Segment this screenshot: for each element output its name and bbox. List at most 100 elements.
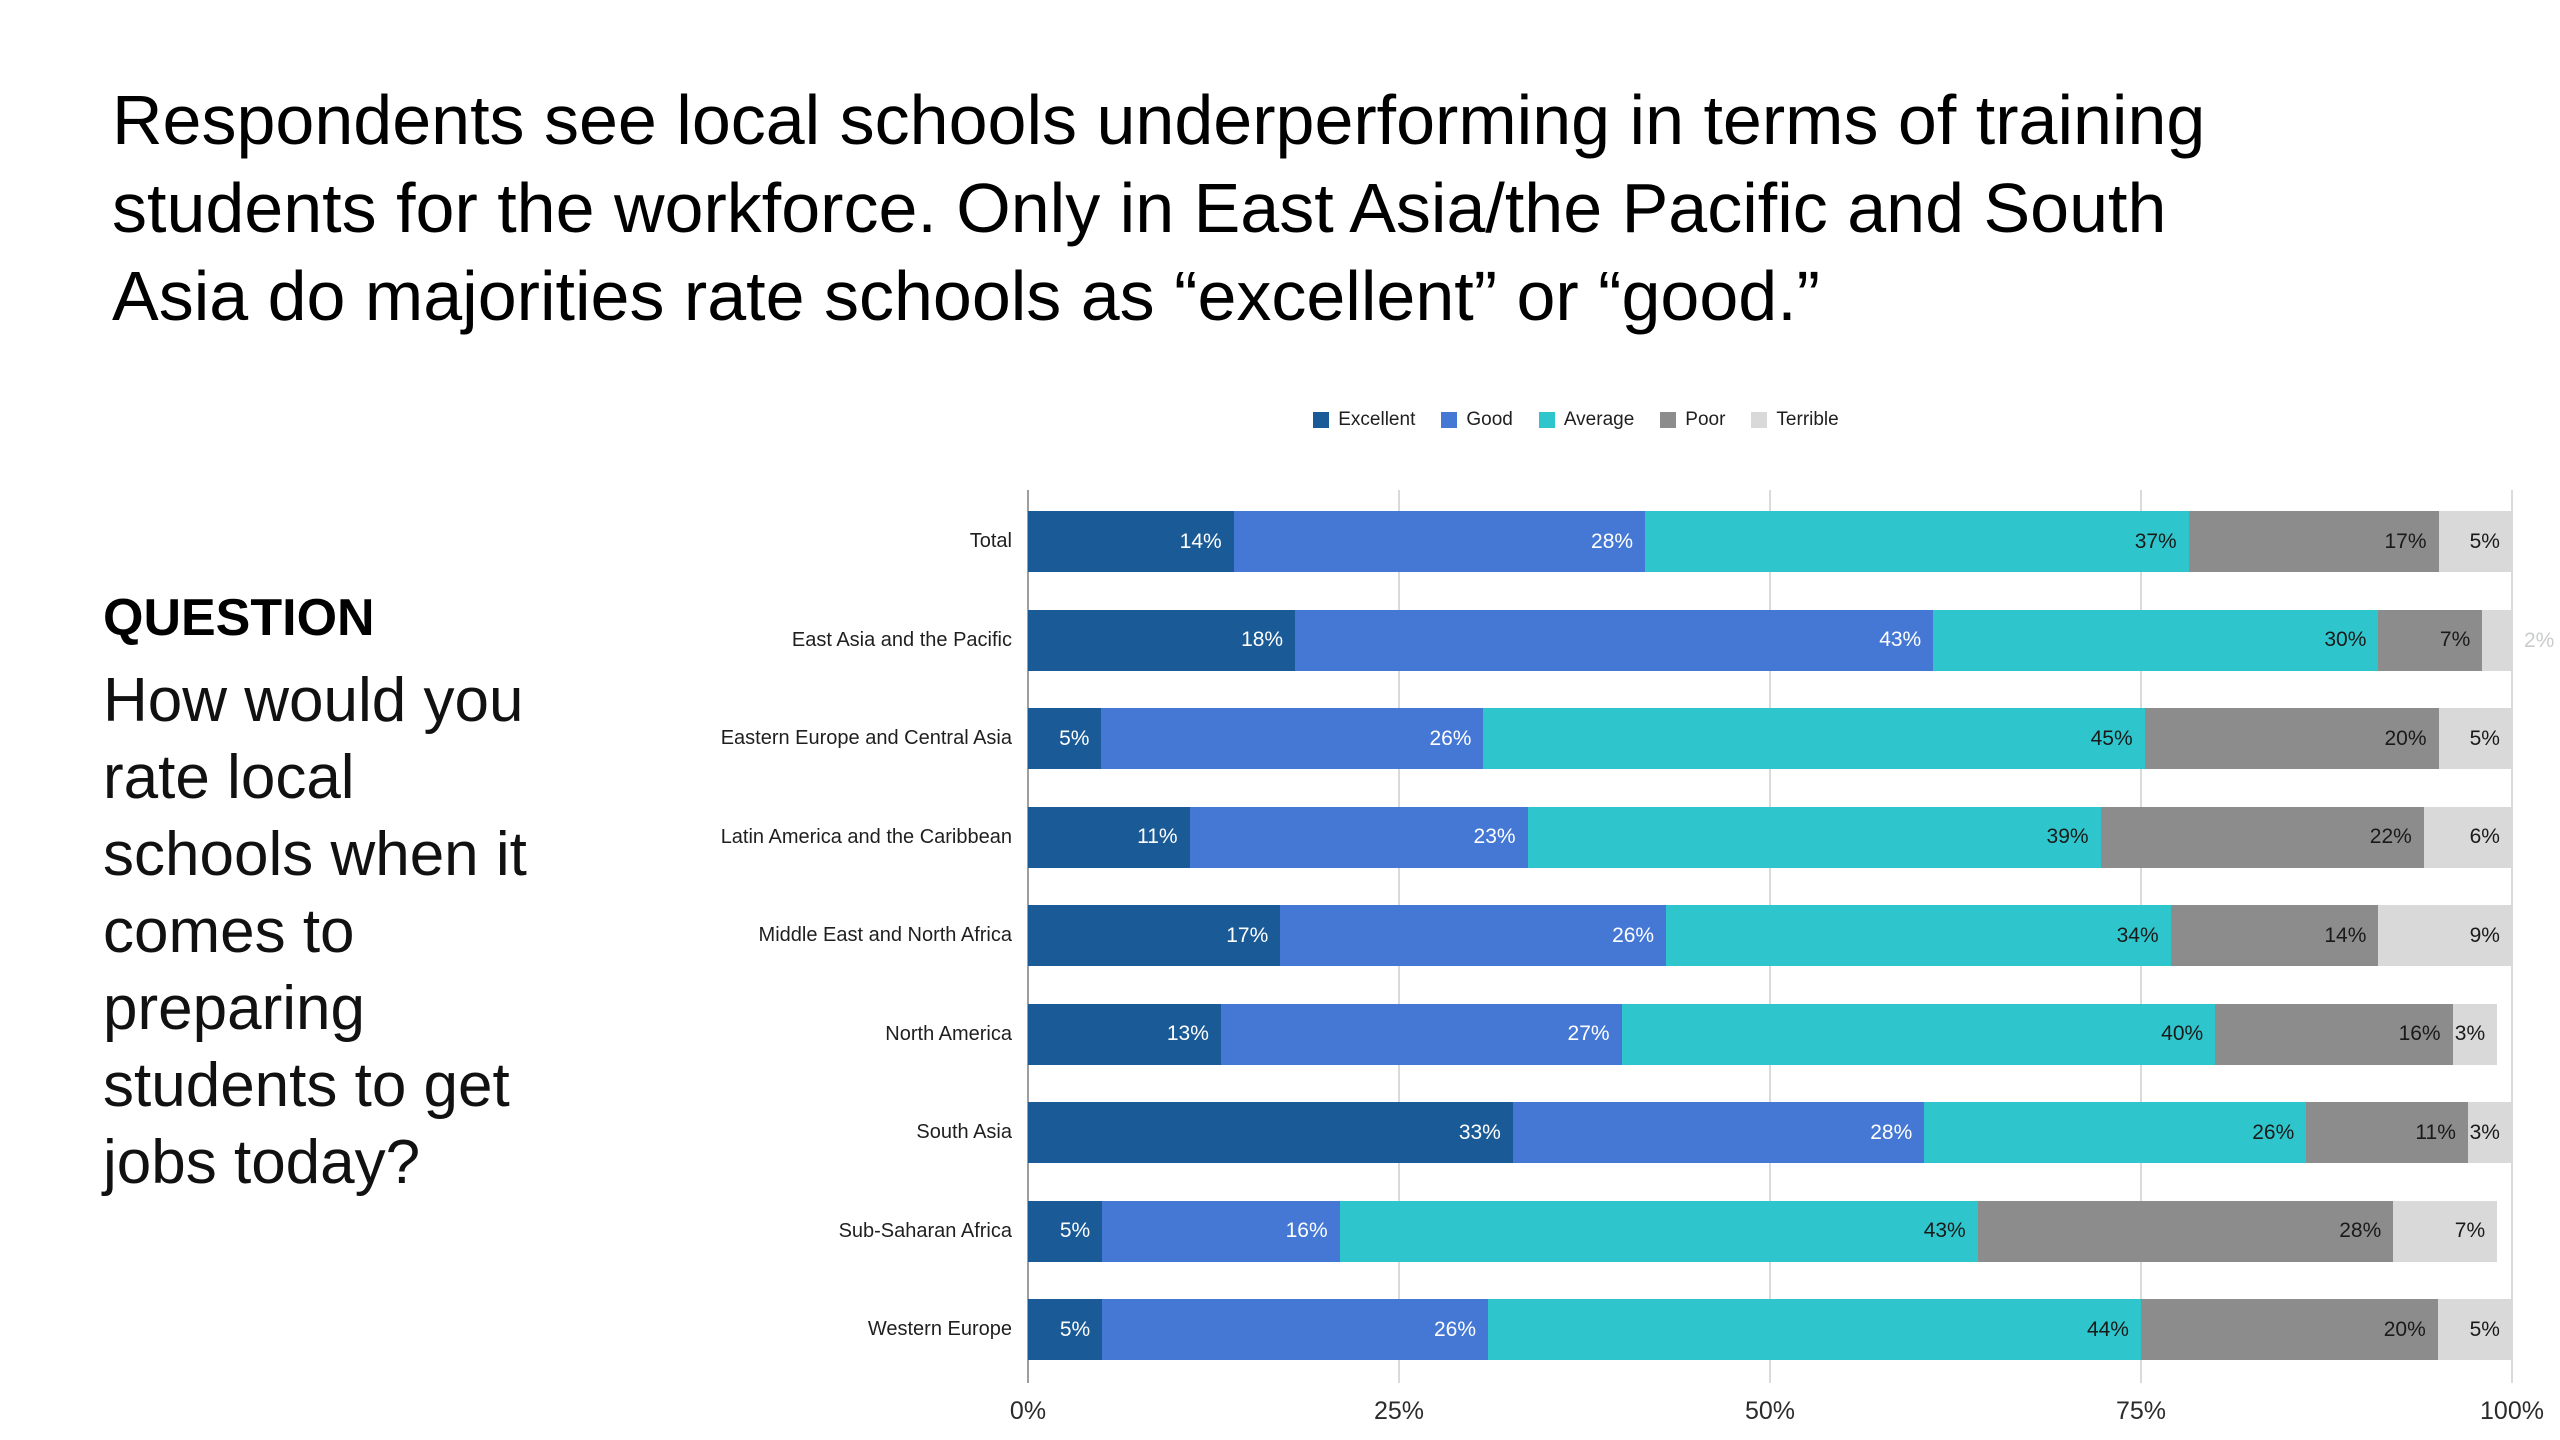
- question-line: jobs today?: [103, 1128, 421, 1197]
- bar-value-label: 43%: [1879, 628, 1922, 651]
- bar-value-label: 28%: [2339, 1219, 2382, 1242]
- bar-segment-good: 26%: [1280, 905, 1667, 966]
- category-label: Total: [969, 530, 1012, 552]
- bar-value-label: 27%: [1567, 1022, 1610, 1045]
- bar-value-label: 7%: [2439, 628, 2471, 651]
- bar-value-label: 5%: [1059, 1219, 1091, 1242]
- legend-swatch-icon: [1313, 412, 1330, 428]
- legend-swatch-icon: [1441, 412, 1458, 428]
- bar-value-label: 26%: [1429, 726, 1472, 750]
- bar-value-label-outside: 2%: [2524, 628, 2555, 652]
- bar-value-label: 5%: [1059, 726, 1090, 750]
- legend-item-terrible: Terrible: [1751, 409, 1839, 430]
- legend-label: Terrible: [1776, 409, 1839, 430]
- bar-value-label: 5%: [2469, 529, 2500, 553]
- bar-value-label: 34%: [2116, 923, 2159, 947]
- bar-segment-excellent: 5%: [1028, 1299, 1103, 1360]
- bar-value-label: 14%: [2324, 923, 2367, 947]
- bar-segment-poor: 7%: [2378, 609, 2483, 671]
- question-line: comes to: [103, 897, 355, 966]
- slide-title-line: students for the workforce. Only in East…: [112, 169, 2167, 247]
- legend-label: Poor: [1685, 409, 1726, 430]
- bar-value-label: 6%: [2469, 825, 2500, 848]
- bar-value-label: 40%: [2161, 1022, 2204, 1045]
- bar-segment-terrible: 3%: [2452, 1003, 2498, 1065]
- bar-value-label: 20%: [2384, 726, 2427, 750]
- bar-segment-poor: 11%: [2306, 1102, 2468, 1163]
- bar-value-label: 37%: [2134, 529, 2177, 553]
- bar-value-label: 22%: [2369, 825, 2412, 848]
- bar-row: 14% 28% 37% 17% 5%: [1028, 511, 2512, 572]
- category-label: Latin America and the Caribbean: [720, 825, 1012, 848]
- bar-value-label: 11%: [1137, 825, 1178, 848]
- bar-value-label: 44%: [2086, 1317, 2129, 1341]
- bar-segment-good: 43%: [1295, 609, 1934, 671]
- legend-item-poor: Poor: [1660, 410, 1725, 430]
- bar-segment-average: 26%: [1924, 1102, 2307, 1163]
- bar-value-label: 26%: [1612, 923, 1655, 947]
- x-axis-tick-label: 25%: [1373, 1397, 1425, 1425]
- question-line: students to get: [103, 1051, 510, 1120]
- bar-segment-excellent: 13%: [1028, 1003, 1221, 1065]
- bar-segment-good: 26%: [1101, 708, 1484, 769]
- bar-value-label: 23%: [1473, 825, 1516, 848]
- bar-segment-good: 28%: [1233, 511, 1646, 572]
- bar-row: 13% 27% 40% 16% 3%: [1028, 1003, 2512, 1065]
- bar-value-label: 5%: [1059, 1317, 1091, 1341]
- x-axis-tick-label: 75%: [2115, 1397, 2167, 1425]
- bar-value-label: 3%: [2454, 1022, 2486, 1045]
- bar-row: 5% 26% 45% 20% 5%: [1028, 708, 2512, 769]
- bar-value-label: 17%: [2384, 529, 2427, 553]
- bar-value-label: 14%: [1179, 529, 1222, 553]
- bar-value-label: 28%: [1870, 1120, 1913, 1144]
- category-labels: Total East Asia and the Pacific Eastern Eu…: [620, 490, 1012, 1383]
- bar-value-label: 33%: [1458, 1120, 1501, 1144]
- category-label: South Asia: [916, 1121, 1012, 1143]
- bar-segment-terrible: 5%: [2438, 511, 2512, 572]
- bar-segment-poor: 17%: [2188, 511, 2439, 572]
- slide-title-line: Asia do majorities rate schools as “exce…: [112, 257, 1820, 335]
- bar-segment-good: 27%: [1220, 1003, 1622, 1065]
- bar-segment-terrible: 6%: [2423, 806, 2512, 868]
- bar-value-label: 5%: [2469, 726, 2500, 750]
- bar-segment-terrible: 5%: [2437, 1299, 2512, 1360]
- question-line: How would you: [103, 666, 524, 735]
- legend-label: Good: [1466, 409, 1513, 430]
- bar-segment-excellent: 14%: [1028, 511, 1234, 572]
- bar-segment-average: 30%: [1933, 609, 2379, 671]
- bar-value-label: 5%: [2469, 1317, 2500, 1341]
- question-block: QUESTION How would you rate local schools …: [103, 588, 623, 1201]
- bar-segment-excellent: 18%: [1028, 609, 1296, 671]
- bar-segment-terrible: 7%: [2393, 1200, 2498, 1262]
- bar-segment-terrible: [2482, 609, 2512, 671]
- bar-value-label: 7%: [2454, 1219, 2486, 1242]
- bar-value-label: 16%: [2398, 1022, 2441, 1045]
- bar-segment-excellent: 33%: [1028, 1102, 1513, 1163]
- legend-swatch-icon: [1538, 412, 1555, 428]
- category-label: Eastern Europe and Central Asia: [720, 727, 1012, 749]
- bar-value-label: 17%: [1226, 923, 1269, 947]
- chart-legend: Excellent Good Average Poor Terrible: [640, 410, 2512, 430]
- bar-value-label: 16%: [1285, 1219, 1328, 1242]
- bar-value-label: 11%: [2415, 1120, 2456, 1144]
- bar-segment-average: 37%: [1645, 511, 2189, 572]
- bar-segment-poor: 28%: [1977, 1200, 2394, 1262]
- x-axis-tick-label: 50%: [1744, 1397, 1796, 1425]
- bar-value-label: 18%: [1241, 628, 1284, 651]
- bar-segment-excellent: 5%: [1028, 1200, 1103, 1262]
- bar-value-label: 9%: [2469, 923, 2500, 947]
- bar-segment-excellent: 11%: [1028, 806, 1190, 868]
- bar-value-label: 28%: [1591, 529, 1634, 553]
- bar-segment-average: 45%: [1483, 708, 2145, 769]
- bar-segment-good: 28%: [1512, 1102, 1925, 1163]
- bar-segment-terrible: 3%: [2467, 1102, 2512, 1163]
- x-axis-tick-label: 0%: [1009, 1397, 1047, 1425]
- bar-value-label: 39%: [2046, 825, 2089, 848]
- gridline: [2511, 490, 2513, 1383]
- question-heading: QUESTION: [103, 589, 375, 647]
- legend-swatch-icon: [1660, 412, 1677, 428]
- bar-segment-good: 23%: [1189, 806, 1528, 868]
- bar-segment-average: 44%: [1488, 1299, 2141, 1360]
- legend-label: Average: [1563, 409, 1635, 430]
